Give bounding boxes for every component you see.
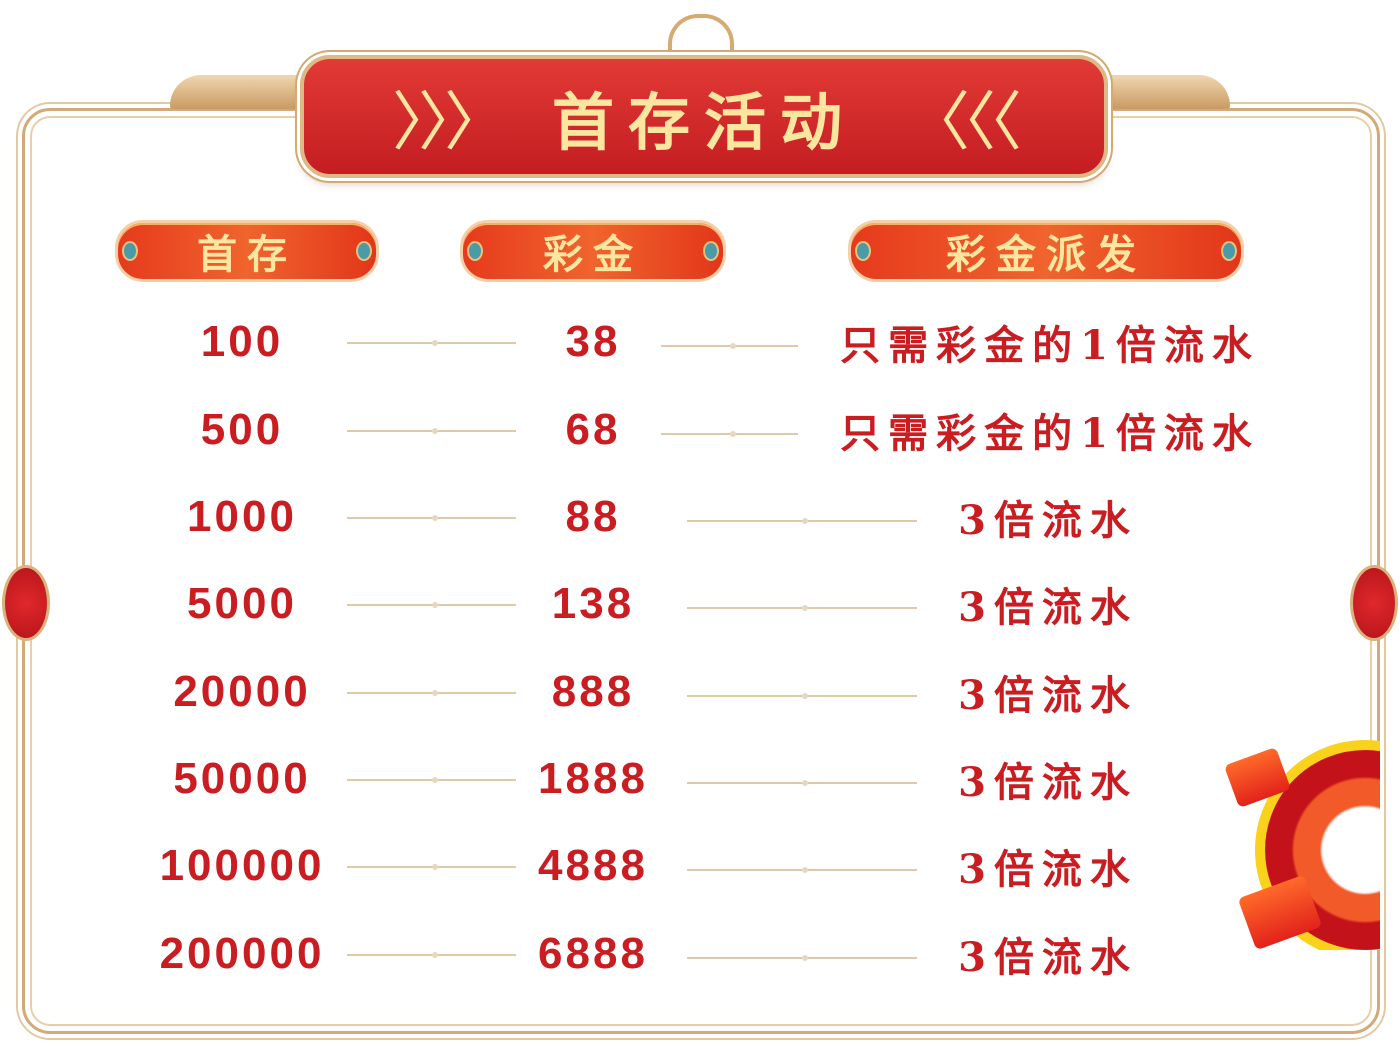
deposit-amount: 100 xyxy=(200,317,284,366)
distribution-rule: 3倍流水 xyxy=(958,584,1138,631)
distribution-rule: 只需彩金的1倍流水 xyxy=(840,322,1260,369)
divider-line xyxy=(687,518,917,524)
divider-line xyxy=(687,955,917,961)
right-ornament xyxy=(1350,565,1398,641)
deposit-amount: 20000 xyxy=(173,667,311,716)
bonus-amount: 38 xyxy=(565,317,621,366)
divider-line xyxy=(661,343,798,349)
deposit-amount: 500 xyxy=(200,405,284,454)
distribution-rule: 3倍流水 xyxy=(958,672,1138,719)
bonus-amount: 4888 xyxy=(538,841,648,890)
divider-line xyxy=(347,777,516,783)
divider-line xyxy=(687,867,917,873)
header-label: 彩金派发 xyxy=(946,231,1146,278)
deposit-amount: 1000 xyxy=(187,492,297,541)
left-chevrons-icon: 〈〈〈 xyxy=(906,85,1022,158)
left-ornament xyxy=(2,565,50,641)
bonus-amount: 6888 xyxy=(538,929,648,978)
deposit-amount: 5000 xyxy=(187,579,297,628)
divider-line xyxy=(661,431,798,437)
header-deposit: 首存 xyxy=(115,220,379,282)
gem-icon xyxy=(1221,241,1237,261)
gem-icon xyxy=(703,241,719,261)
distribution-rule: 3倍流水 xyxy=(958,846,1138,893)
distribution-rule: 只需彩金的1倍流水 xyxy=(840,410,1260,457)
bonus-amount: 888 xyxy=(551,667,635,716)
bonus-amount: 68 xyxy=(565,405,621,454)
deposit-amount: 100000 xyxy=(159,841,325,890)
gem-icon xyxy=(855,241,871,261)
divider-line xyxy=(347,952,516,958)
gem-icon xyxy=(356,241,372,261)
header-label: 首存 xyxy=(197,231,297,278)
header-distribution: 彩金派发 xyxy=(848,220,1244,282)
divider-line xyxy=(687,780,917,786)
divider-line xyxy=(347,340,516,346)
bonus-amount: 88 xyxy=(565,492,621,541)
right-chevrons-icon: 〉〉〉 xyxy=(391,85,508,158)
hanger-ornament xyxy=(668,14,734,58)
red-envelope-decoration xyxy=(1205,735,1380,950)
deposit-amount: 200000 xyxy=(159,929,325,978)
divider-line xyxy=(347,864,516,870)
divider-line xyxy=(347,515,516,521)
distribution-rule: 3倍流水 xyxy=(958,934,1138,981)
divider-line xyxy=(687,693,917,699)
distribution-rule: 3倍流水 xyxy=(958,759,1138,806)
title-banner: 〉〉〉 首存活动 〈〈〈 xyxy=(300,55,1108,178)
divider-line xyxy=(687,605,917,611)
divider-line xyxy=(347,690,516,696)
divider-line xyxy=(347,602,516,608)
gem-icon xyxy=(122,241,138,261)
bonus-amount: 1888 xyxy=(538,754,648,803)
header-bonus: 彩金 xyxy=(460,220,726,282)
bonus-amount: 138 xyxy=(551,579,635,628)
divider-line xyxy=(347,428,516,434)
deposit-amount: 50000 xyxy=(173,754,311,803)
gem-icon xyxy=(467,241,483,261)
distribution-rule: 3倍流水 xyxy=(958,497,1138,544)
page-title: 首存活动 xyxy=(551,85,856,159)
header-label: 彩金 xyxy=(543,231,643,278)
